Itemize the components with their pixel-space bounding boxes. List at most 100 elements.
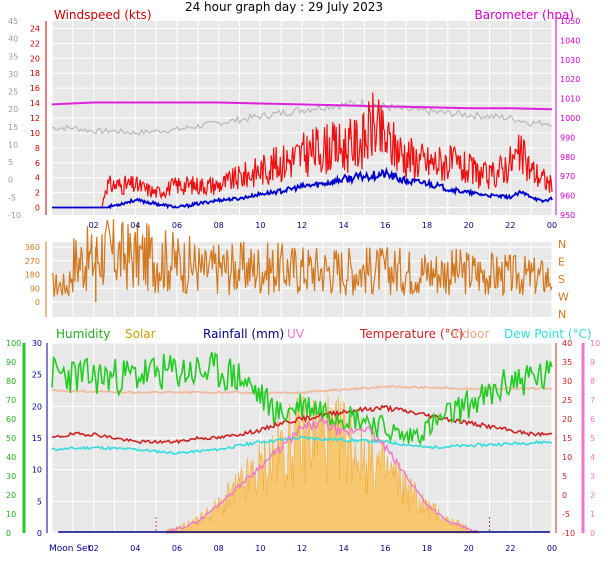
weather-x-tick: 10	[255, 544, 265, 553]
barometer-tick: 1020	[560, 75, 580, 84]
uv-tick: 2	[590, 491, 595, 500]
wind-x-tick: 22	[505, 221, 515, 230]
wind-tick: 14	[30, 99, 40, 108]
temp-tick: 20	[562, 415, 572, 424]
humidity-tick: 100	[6, 339, 21, 348]
humidity-tick: 70	[6, 396, 16, 405]
wind-tick: 12	[30, 114, 40, 123]
wind-x-tick: 16	[380, 221, 390, 230]
wind-x-tick: 00	[547, 221, 557, 230]
barometer-line	[51, 101, 553, 111]
wind-tick: 22	[30, 39, 40, 48]
gray-tick: 0	[8, 176, 13, 185]
solar-tick: 20	[32, 402, 42, 411]
uv-tick: 9	[590, 358, 595, 367]
humidity-tick: 40	[6, 453, 16, 462]
wind-tick: 16	[30, 84, 40, 93]
dir-tick: 270	[25, 257, 40, 266]
solar-tick: 30	[32, 339, 42, 348]
compass-label: W	[558, 291, 569, 304]
solar-tick: 10	[32, 466, 42, 475]
dir-tick: 180	[25, 271, 40, 280]
barometer-tick: 990	[560, 133, 575, 142]
weather-x-tick: 02	[89, 544, 99, 553]
gray-tick: 35	[8, 52, 18, 61]
weather-x-tick: 14	[339, 544, 349, 553]
direction-line	[51, 219, 553, 297]
temp-tick: 25	[562, 396, 572, 405]
gray-tick: 5	[8, 158, 13, 167]
wind-tick: 4	[35, 174, 40, 183]
humidity-tick: 0	[6, 529, 11, 538]
dewpoint-line	[51, 436, 553, 455]
legend-uv: UV	[287, 327, 305, 341]
humidity-line	[51, 352, 553, 446]
dir-tick: 0	[35, 298, 40, 307]
gray-tick: 15	[8, 123, 18, 132]
indoor-line	[51, 384, 553, 395]
weather-x-tick: 18	[422, 544, 432, 553]
moon-set-label: Moon Set	[49, 544, 92, 554]
weather-x-tick: 20	[464, 544, 474, 553]
solar-tick: 25	[32, 371, 42, 380]
temp-tick: -10	[562, 529, 575, 538]
wind-x-tick: 18	[422, 221, 432, 230]
temp-tick: 15	[562, 434, 572, 443]
compass-label: S	[558, 273, 565, 286]
wind-x-tick: 14	[339, 221, 349, 230]
barometer-label: Barometer (hpa)	[475, 8, 574, 22]
gray-tick: -10	[8, 211, 21, 220]
uv-line	[166, 416, 479, 534]
wind-x-tick: 12	[297, 221, 307, 230]
weather-x-tick: 12	[297, 544, 307, 553]
weather-x-tick: 22	[505, 544, 515, 553]
gray-tick: 25	[8, 88, 18, 97]
compass-label: N	[558, 308, 566, 321]
dir-tick: 90	[30, 284, 40, 293]
gray-tick: 30	[8, 70, 18, 79]
barometer-tick: 1000	[560, 114, 580, 123]
gray-tick: 10	[8, 140, 18, 149]
wind-tick: 2	[35, 189, 40, 198]
gray-line	[51, 98, 553, 136]
humidity-tick: 10	[6, 510, 16, 519]
barometer-tick: 1010	[560, 95, 580, 104]
gray-tick: 45	[8, 17, 18, 26]
wind-x-tick: 20	[464, 221, 474, 230]
legend-humidity: Humidity	[56, 327, 110, 341]
wind-x-tick: 10	[255, 221, 265, 230]
legend-dewpoint: Dew Point (°C)	[504, 327, 592, 341]
weather-x-tick: 00	[547, 544, 557, 553]
wind-tick: 8	[35, 144, 40, 153]
temp-tick: 10	[562, 453, 572, 462]
wind-tick: 6	[35, 159, 40, 168]
gray-tick: 20	[8, 105, 18, 114]
legend-indoor: Indoor	[451, 327, 489, 341]
temp-tick: 5	[562, 472, 567, 481]
uv-tick: 3	[590, 472, 595, 481]
weather-x-tick: 04	[130, 544, 140, 553]
temp-tick: 30	[562, 377, 572, 386]
weather-x-tick: 06	[172, 544, 182, 553]
gray-tick: -5	[8, 193, 16, 202]
legend-solar: Solar	[125, 327, 156, 341]
chart-title: 24 hour graph day : 29 July 2023	[185, 0, 383, 14]
humidity-tick: 20	[6, 491, 16, 500]
compass-label: N	[558, 238, 566, 251]
temp-tick: 0	[562, 491, 567, 500]
wind-tick: 0	[35, 204, 40, 213]
solar-tick: 0	[37, 529, 42, 538]
humidity-tick: 80	[6, 377, 16, 386]
barometer-tick: 980	[560, 153, 575, 162]
temperature-line	[51, 404, 553, 445]
uv-tick: 1	[590, 510, 595, 519]
wind-x-tick: 06	[172, 221, 182, 230]
barometer-tick: 970	[560, 172, 575, 181]
solar-tick: 15	[32, 434, 42, 443]
wind-tick: 18	[30, 69, 40, 78]
barometer-tick: 1050	[560, 17, 580, 26]
axis-labels: 024681012141618202224-10-505101520253035…	[6, 17, 600, 553]
wind-x-tick: 02	[89, 221, 99, 230]
temp-tick: 40	[562, 339, 572, 348]
